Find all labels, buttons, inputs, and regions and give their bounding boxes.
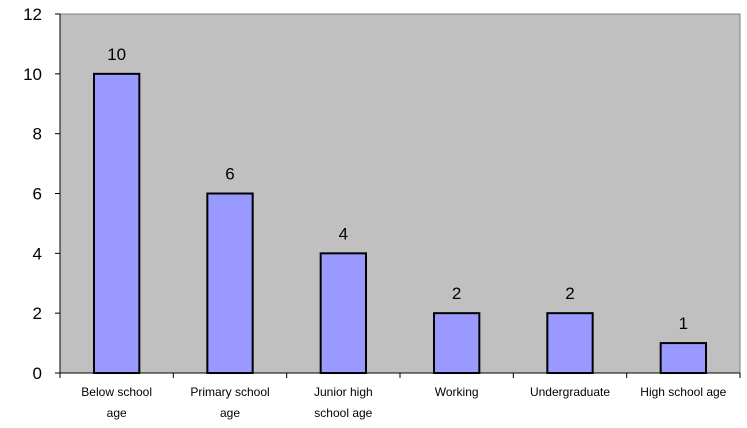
bar [433,312,481,374]
plot-area [59,13,741,374]
bar [93,72,141,374]
x-tick-label: Undergraduate [530,385,610,399]
data-label: 4 [339,224,348,243]
bar [659,342,708,375]
x-tick-label: Junior high school age [314,385,373,420]
y-tick-label: 0 [33,364,42,383]
data-labels: 10 6 4 2 2 1 [107,45,688,333]
bar [546,312,594,374]
y-axis: 0 2 4 6 8 10 12 [23,5,61,383]
x-tick-label: Working [435,385,479,399]
data-label: 1 [679,314,688,333]
bars [93,72,708,375]
bar [206,192,254,374]
x-tick-label: Primary school age [190,385,269,420]
x-tick-label: High school age [640,385,726,399]
y-tick-label: 10 [23,65,42,84]
data-label: 2 [565,284,574,303]
bar [319,252,367,374]
x-axis: Below school age Primary school age Junior h… [59,372,741,420]
y-tick-label: 6 [33,185,42,204]
y-tick-label: 4 [33,244,42,263]
data-label: 10 [107,45,126,64]
data-label: 6 [225,165,234,184]
y-tick-label: 8 [33,125,42,144]
y-tick-label: 2 [33,304,42,323]
x-tick-label: Below school age [81,385,152,420]
y-tick-label: 12 [23,5,42,24]
data-label: 2 [452,284,461,303]
